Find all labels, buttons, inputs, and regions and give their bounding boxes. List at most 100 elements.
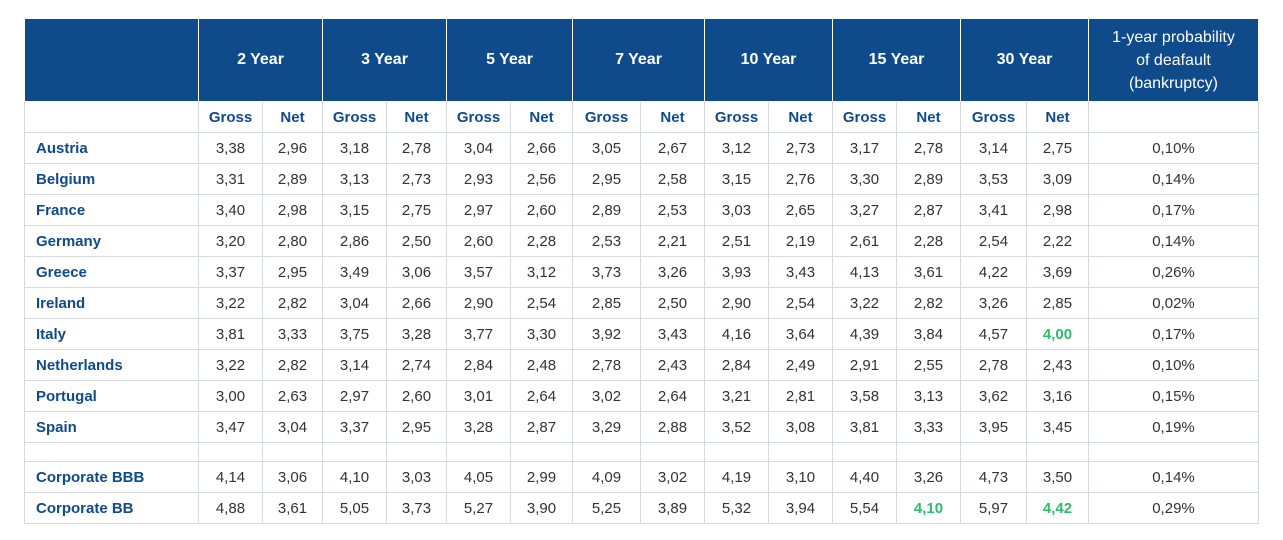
gross-value: 3,37 <box>322 411 387 443</box>
net-value: 2,66 <box>386 287 447 319</box>
net-value: 3,33 <box>262 318 323 350</box>
yield-table: 2 Year 3 Year 5 Year 7 Year 10 Year 15 Y… <box>24 18 1259 524</box>
gross-value: 2,78 <box>572 349 641 381</box>
net-value: 2,43 <box>1026 349 1089 381</box>
empty-cell <box>640 442 705 462</box>
probability-value: 0,15% <box>1088 380 1259 412</box>
table-row: Portugal 3,00 2,63 2,97 2,60 3,01 2,64 3,02 2,64… <box>24 380 1259 412</box>
net-value: 2,55 <box>896 349 961 381</box>
net-value: 3,73 <box>386 492 447 524</box>
net-value: 2,58 <box>640 163 705 195</box>
gross-value: 3,21 <box>704 380 769 412</box>
gross-header: Gross <box>446 101 511 133</box>
net-value: 3,84 <box>896 318 961 350</box>
net-value: 2,87 <box>896 194 961 226</box>
gross-value: 3,15 <box>322 194 387 226</box>
gross-value: 3,15 <box>704 163 769 195</box>
period-header: 7 Year <box>572 18 705 102</box>
gross-value: 3,57 <box>446 256 511 288</box>
net-value: 2,82 <box>262 349 323 381</box>
net-value: 3,45 <box>1026 411 1089 443</box>
gross-header: Gross <box>322 101 387 133</box>
period-header: 2 Year <box>198 18 323 102</box>
net-value: 2,64 <box>640 380 705 412</box>
gross-value: 3,41 <box>960 194 1027 226</box>
net-header: Net <box>386 101 447 133</box>
gross-value: 3,73 <box>572 256 641 288</box>
empty-cell <box>386 442 447 462</box>
gross-value: 2,93 <box>446 163 511 195</box>
probability-value: 0,29% <box>1088 492 1259 524</box>
period-header: 5 Year <box>446 18 573 102</box>
net-value: 3,61 <box>896 256 961 288</box>
period-header: 3 Year <box>322 18 447 102</box>
net-value: 3,13 <box>896 380 961 412</box>
gross-value: 3,26 <box>960 287 1027 319</box>
gross-value: 3,29 <box>572 411 641 443</box>
net-value: 3,28 <box>386 318 447 350</box>
empty-cell <box>24 442 199 462</box>
net-value: 4,00 <box>1026 318 1089 350</box>
net-value: 2,67 <box>640 132 705 164</box>
net-value: 2,22 <box>1026 225 1089 257</box>
net-value: 3,26 <box>640 256 705 288</box>
net-value: 2,48 <box>510 349 573 381</box>
probability-value: 0,14% <box>1088 225 1259 257</box>
net-value: 2,95 <box>262 256 323 288</box>
net-value: 3,09 <box>1026 163 1089 195</box>
empty-cell <box>198 442 263 462</box>
gross-value: 4,57 <box>960 318 1027 350</box>
net-value: 2,95 <box>386 411 447 443</box>
gross-net-header-row: Gross Net Gross Net Gross Net Gross Net Gross Net… <box>24 101 1259 133</box>
gross-value: 3,81 <box>832 411 897 443</box>
net-value: 2,87 <box>510 411 573 443</box>
gross-value: 2,97 <box>322 380 387 412</box>
net-header: Net <box>768 101 833 133</box>
net-value: 3,06 <box>262 461 323 493</box>
gross-header: Gross <box>832 101 897 133</box>
gross-value: 2,60 <box>446 225 511 257</box>
period-header: 30 Year <box>960 18 1089 102</box>
net-header: Net <box>510 101 573 133</box>
gross-value: 4,39 <box>832 318 897 350</box>
net-header: Net <box>640 101 705 133</box>
gross-value: 3,77 <box>446 318 511 350</box>
gross-value: 4,88 <box>198 492 263 524</box>
net-value: 3,03 <box>386 461 447 493</box>
probability-header-line: of deafault <box>1136 51 1211 69</box>
gross-value: 3,17 <box>832 132 897 164</box>
gross-value: 3,03 <box>704 194 769 226</box>
gross-header: Gross <box>960 101 1027 133</box>
net-value: 2,74 <box>386 349 447 381</box>
net-value: 2,80 <box>262 225 323 257</box>
gross-value: 2,61 <box>832 225 897 257</box>
gross-value: 5,25 <box>572 492 641 524</box>
gross-value: 3,22 <box>832 287 897 319</box>
gross-value: 2,97 <box>446 194 511 226</box>
gross-value: 3,01 <box>446 380 511 412</box>
net-value: 2,82 <box>896 287 961 319</box>
gross-value: 3,40 <box>198 194 263 226</box>
gross-value: 3,62 <box>960 380 1027 412</box>
probability-header: 1-year probability of deafault (bankrupt… <box>1088 18 1259 102</box>
period-header-row: 2 Year 3 Year 5 Year 7 Year 10 Year 15 Y… <box>24 18 1259 102</box>
empty-cell <box>704 442 769 462</box>
net-value: 2,49 <box>768 349 833 381</box>
row-label: Greece <box>24 256 199 288</box>
net-value: 3,12 <box>510 256 573 288</box>
period-header: 10 Year <box>704 18 833 102</box>
probability-value: 0,14% <box>1088 163 1259 195</box>
gross-value: 3,14 <box>322 349 387 381</box>
gross-value: 2,51 <box>704 225 769 257</box>
gross-value: 3,37 <box>198 256 263 288</box>
net-value: 3,69 <box>1026 256 1089 288</box>
net-value: 3,64 <box>768 318 833 350</box>
net-value: 2,21 <box>640 225 705 257</box>
gross-value: 2,91 <box>832 349 897 381</box>
gross-value: 4,14 <box>198 461 263 493</box>
gross-value: 3,47 <box>198 411 263 443</box>
gross-value: 4,13 <box>832 256 897 288</box>
net-value: 2,50 <box>386 225 447 257</box>
gross-value: 4,16 <box>704 318 769 350</box>
net-header: Net <box>1026 101 1089 133</box>
